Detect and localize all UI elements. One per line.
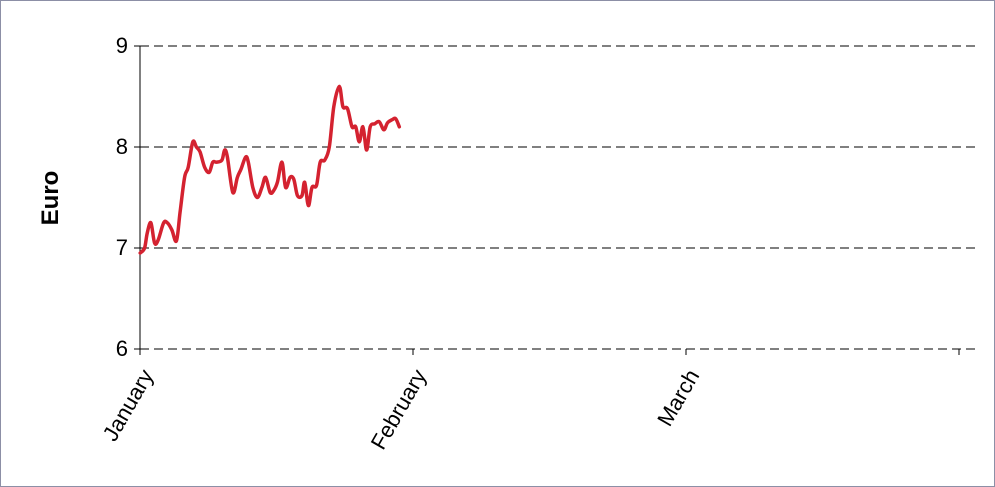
series	[138, 84, 402, 255]
data-point	[187, 166, 190, 169]
data-point	[211, 161, 214, 164]
data-point	[296, 194, 299, 197]
data-point	[369, 125, 372, 128]
data-point	[272, 189, 275, 192]
data-point	[276, 181, 279, 184]
data-point	[269, 191, 272, 194]
data-point	[319, 161, 322, 164]
data-point	[203, 166, 206, 169]
data-point	[162, 221, 165, 224]
data-point	[191, 140, 194, 143]
x-tick-labels: January February March	[98, 349, 960, 454]
data-point	[281, 161, 284, 164]
data-point	[256, 196, 259, 199]
data-point	[226, 156, 229, 159]
data-point	[251, 186, 254, 189]
data-point	[398, 125, 401, 128]
data-point	[365, 149, 368, 152]
data-point	[386, 121, 389, 124]
y-tick-label: 8	[116, 134, 128, 159]
y-tick-label: 7	[116, 235, 128, 260]
x-tick-label-february: February	[366, 365, 432, 454]
data-point	[143, 247, 146, 250]
y-tick-label: 9	[116, 33, 128, 58]
data-point	[382, 128, 385, 131]
data-point	[244, 156, 247, 159]
y-axis-title: Euro	[37, 171, 64, 226]
x-tick-label-march: March	[652, 365, 704, 430]
data-point	[215, 161, 218, 164]
data-point	[240, 168, 243, 171]
data-point	[260, 186, 263, 189]
data-point	[394, 117, 397, 120]
data-point	[332, 105, 335, 108]
axes	[139, 46, 141, 353]
data-point	[323, 159, 326, 162]
data-point	[307, 204, 310, 207]
data-point	[223, 149, 226, 152]
data-point	[231, 191, 234, 194]
data-point	[157, 238, 160, 241]
data-point	[179, 211, 182, 214]
data-point	[284, 186, 287, 189]
gridlines	[134, 45, 975, 350]
data-point	[378, 120, 381, 123]
data-point	[303, 181, 306, 184]
data-point	[338, 85, 341, 88]
data-point	[289, 176, 292, 179]
data-point	[373, 122, 376, 125]
data-point	[264, 176, 267, 179]
data-point	[139, 252, 142, 255]
data-point	[315, 184, 318, 187]
data-point	[183, 176, 186, 179]
data-point	[346, 107, 349, 110]
data-point	[236, 176, 239, 179]
data-point	[153, 242, 156, 245]
data-point	[292, 178, 295, 181]
data-point	[328, 146, 331, 149]
data-point	[311, 186, 314, 189]
data-point	[361, 125, 364, 128]
data-point	[354, 125, 357, 128]
data-point	[175, 239, 178, 242]
data-point	[170, 228, 173, 231]
data-point	[149, 221, 152, 224]
data-point	[391, 118, 394, 121]
data-point	[208, 171, 211, 174]
data-point	[166, 221, 169, 224]
data-point	[358, 140, 361, 143]
series-line-0	[138, 84, 402, 255]
y-tick-labels: 6 7 8 9	[116, 33, 128, 361]
data-point	[341, 105, 344, 108]
y-tick-label: 6	[116, 336, 128, 361]
data-point	[220, 159, 223, 162]
data-point	[195, 146, 198, 149]
x-tick-label-january: January	[98, 365, 159, 445]
data-point	[247, 161, 250, 164]
data-point	[351, 125, 354, 128]
data-point	[199, 151, 202, 154]
data-point	[146, 231, 149, 234]
data-point	[301, 194, 304, 197]
